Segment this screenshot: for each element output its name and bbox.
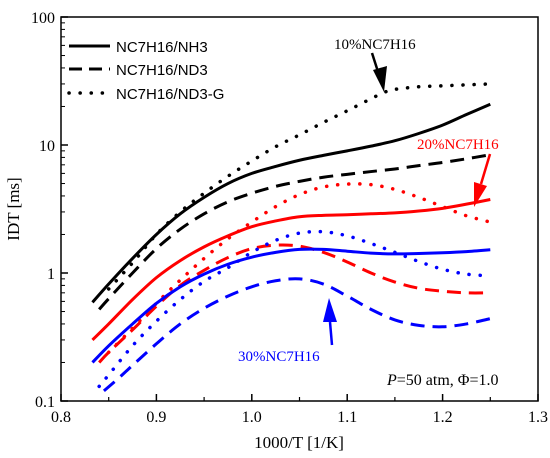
y-tick-label: 1: [47, 266, 55, 283]
legend: NC7H16/NH3 NC7H16/ND3 NC7H16/ND3-G: [67, 39, 224, 103]
legend-label-nh3: NC7H16/NH3: [116, 39, 208, 56]
annotation-10pct-arrow: [370, 52, 387, 92]
annotation-30pct: 30%NC7H16: [238, 349, 320, 365]
conditions-p-value: =50 atm, Φ=1.0: [397, 372, 499, 389]
series-layer: [91, 82, 493, 392]
series-line-30pct-nc7h16-solid: [91, 247, 491, 364]
x-axis-title: 1000/T [1/K]: [254, 433, 344, 452]
y-tick-label: 100: [31, 10, 55, 27]
y-tick-label: 10: [39, 138, 55, 155]
y-axis-title: IDT [ms]: [4, 177, 23, 240]
x-tick-label: 0.9: [146, 409, 166, 426]
series-line-30pct-nc7h16-dashed: [102, 277, 491, 392]
conditions-label: P=50 atm, Φ=1.0: [386, 372, 499, 389]
series-line-20pct-nc7h16-dashed: [98, 243, 491, 364]
conditions-p-symbol: P: [386, 372, 397, 389]
x-tick-label: 1.0: [242, 409, 262, 426]
annotation-20pct: 20%NC7H16: [417, 137, 499, 153]
x-tick-label: 1.2: [433, 409, 453, 426]
y-tick-label: 0.1: [35, 394, 55, 411]
x-tick-label: 1.1: [337, 409, 357, 426]
x-tick-label: 1.3: [528, 409, 548, 426]
series-line-20pct-nc7h16-solid: [91, 198, 491, 341]
series-line-30pct-nc7h16-dotted: [97, 229, 493, 389]
series-line-10pct-nc7h16-solid: [91, 102, 491, 304]
plot-frame: [60, 16, 539, 402]
series-line-20pct-nc7h16-dotted: [106, 182, 493, 355]
annotation-10pct: 10%NC7H16: [334, 37, 416, 53]
legend-label-nd3-g: NC7H16/ND3-G: [116, 86, 224, 103]
annotation-20pct-arrow: [474, 153, 492, 207]
axis-ticks: 0.8 0.9 1.0 1.1 1.2 1.3 0.1 1 10 100: [31, 10, 548, 426]
x-tick-label: 0.8: [51, 409, 71, 426]
annotation-30pct-arrow: [323, 298, 337, 346]
legend-label-nd3: NC7H16/ND3: [116, 62, 208, 79]
series-line-10pct-nc7h16-dashed: [98, 153, 491, 311]
